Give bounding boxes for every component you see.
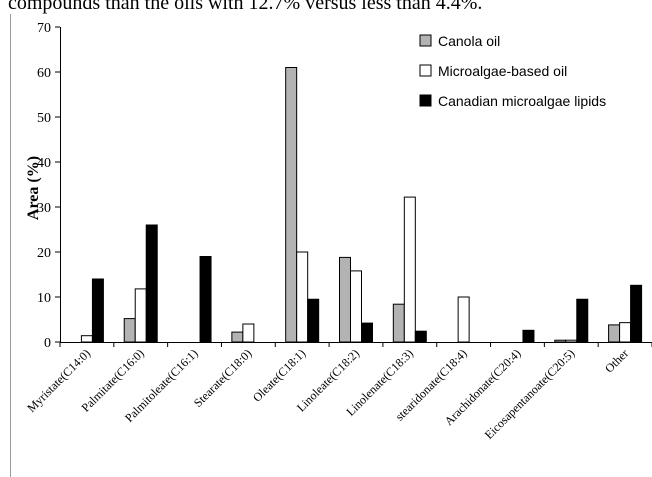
x-tick-label: Oleate(C18:1) bbox=[250, 346, 308, 404]
x-tick-label: Eicosapentanoate(C20:5) bbox=[482, 346, 578, 442]
bar-canola-oil bbox=[231, 331, 244, 343]
bar-canadian-microalgae-lipids bbox=[576, 298, 589, 343]
bar-microalgae-based-oil bbox=[565, 339, 578, 343]
y-axis-label: Area (%) bbox=[25, 156, 42, 220]
document-text-fragment: compounds than the oils with 12.7% versu… bbox=[0, 0, 652, 14]
y-tick-label: 0 bbox=[44, 336, 51, 351]
bar-microalgae-based-oil bbox=[80, 335, 93, 343]
bar-microalgae-based-oil bbox=[457, 296, 470, 343]
legend-label: Canola oil bbox=[438, 33, 500, 49]
y-tick-label: 10 bbox=[37, 291, 51, 306]
axes-layer: 010203040506070Myristate(C14:0)Palmitate… bbox=[24, 21, 652, 442]
y-tick-label: 20 bbox=[37, 246, 51, 261]
legend-swatch bbox=[419, 34, 432, 47]
bar-canola-oil bbox=[123, 318, 136, 343]
bar-canadian-microalgae-lipids bbox=[522, 329, 535, 343]
y-tick-label: 50 bbox=[37, 111, 51, 126]
bar-microalgae-based-oil bbox=[403, 196, 416, 343]
bar-canola-oil bbox=[285, 67, 298, 343]
bar-microalgae-based-oil bbox=[296, 251, 309, 343]
bar-canadian-microalgae-lipids bbox=[91, 278, 104, 343]
bar-microalgae-based-oil bbox=[619, 322, 632, 343]
y-tick-label: 60 bbox=[37, 66, 51, 81]
legend-swatch bbox=[419, 64, 432, 77]
y-tick-label: 30 bbox=[37, 201, 51, 216]
x-tick-label: Other bbox=[602, 346, 631, 375]
bar-canola-oil bbox=[608, 324, 621, 343]
y-tick-label: 70 bbox=[37, 21, 51, 36]
legend-swatch bbox=[419, 94, 432, 107]
bar-microalgae-based-oil bbox=[134, 288, 147, 343]
bar-canola-oil bbox=[392, 303, 405, 343]
document-text: compounds than the oils with 12.7% versu… bbox=[8, 0, 483, 14]
bar-microalgae-based-oil bbox=[350, 270, 362, 343]
bar-canadian-microalgae-lipids bbox=[630, 284, 643, 343]
legend: Canola oil Microalgae-based oil Canadian m… bbox=[419, 33, 606, 109]
bar-microalgae-based-oil bbox=[242, 323, 255, 343]
bar-canola-oil bbox=[554, 339, 567, 343]
bar-canola-oil bbox=[339, 256, 351, 343]
bar-canadian-microalgae-lipids bbox=[361, 322, 373, 343]
bar-canadian-microalgae-lipids bbox=[145, 224, 158, 343]
bar-canadian-microalgae-lipids bbox=[199, 256, 212, 343]
bars-layer bbox=[80, 67, 643, 343]
legend-label: Canadian microalgae lipids bbox=[438, 93, 606, 109]
x-tick-label: Stearate(C18:0) bbox=[191, 346, 255, 410]
bar-canadian-microalgae-lipids bbox=[414, 330, 427, 343]
y-tick-label: 40 bbox=[37, 156, 51, 171]
legend-label: Microalgae-based oil bbox=[438, 63, 567, 79]
bar-canadian-microalgae-lipids bbox=[307, 298, 320, 343]
